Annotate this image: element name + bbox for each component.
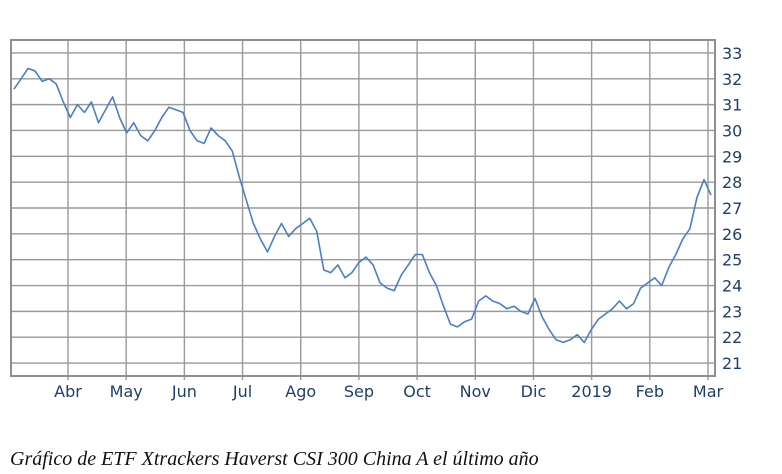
y-tick-label: 26 bbox=[722, 225, 742, 244]
chart-caption: Gráfico de ETF Xtrackers Haverst CSI 300… bbox=[10, 448, 539, 470]
x-axis-ticks: Abr May Jun Jul Ago Sep Oct Nov Dic 2019 Feb Mar bbox=[54, 382, 723, 401]
x-tick-label: Sep bbox=[344, 382, 374, 401]
y-axis-ticks: 21 22 23 24 25 26 27 28 29 30 31 32 33 bbox=[722, 44, 742, 373]
y-tick-label: 28 bbox=[722, 173, 742, 192]
y-tick-label: 24 bbox=[722, 277, 742, 296]
y-tick-label: 32 bbox=[722, 70, 742, 89]
y-tick-label: 33 bbox=[722, 44, 742, 63]
x-tick-label: May bbox=[110, 382, 143, 401]
y-tick-label: 29 bbox=[722, 147, 742, 166]
y-tick-label: 31 bbox=[722, 96, 742, 115]
y-tick-label: 30 bbox=[722, 121, 742, 140]
x-tick-label: 2019 bbox=[571, 382, 612, 401]
x-tick-label: Feb bbox=[636, 382, 664, 401]
plot-frame bbox=[10, 39, 716, 377]
y-tick-label: 23 bbox=[722, 302, 742, 321]
y-tick-label: 25 bbox=[722, 251, 742, 270]
x-tick-label: Jul bbox=[232, 382, 252, 401]
x-tick-label: Abr bbox=[54, 382, 82, 401]
price-line bbox=[13, 67, 712, 344]
grid-lines bbox=[11, 40, 715, 380]
y-tick-label: 21 bbox=[722, 354, 742, 373]
x-tick-label: Ago bbox=[285, 382, 316, 401]
x-tick-label: Dic bbox=[521, 382, 547, 401]
x-tick-label: Jun bbox=[171, 382, 197, 401]
y-tick-label: 22 bbox=[722, 328, 742, 347]
x-tick-label: Nov bbox=[460, 382, 491, 401]
y-tick-label: 27 bbox=[722, 199, 742, 218]
x-tick-label: Mar bbox=[693, 382, 724, 401]
x-tick-label: Oct bbox=[403, 382, 431, 401]
